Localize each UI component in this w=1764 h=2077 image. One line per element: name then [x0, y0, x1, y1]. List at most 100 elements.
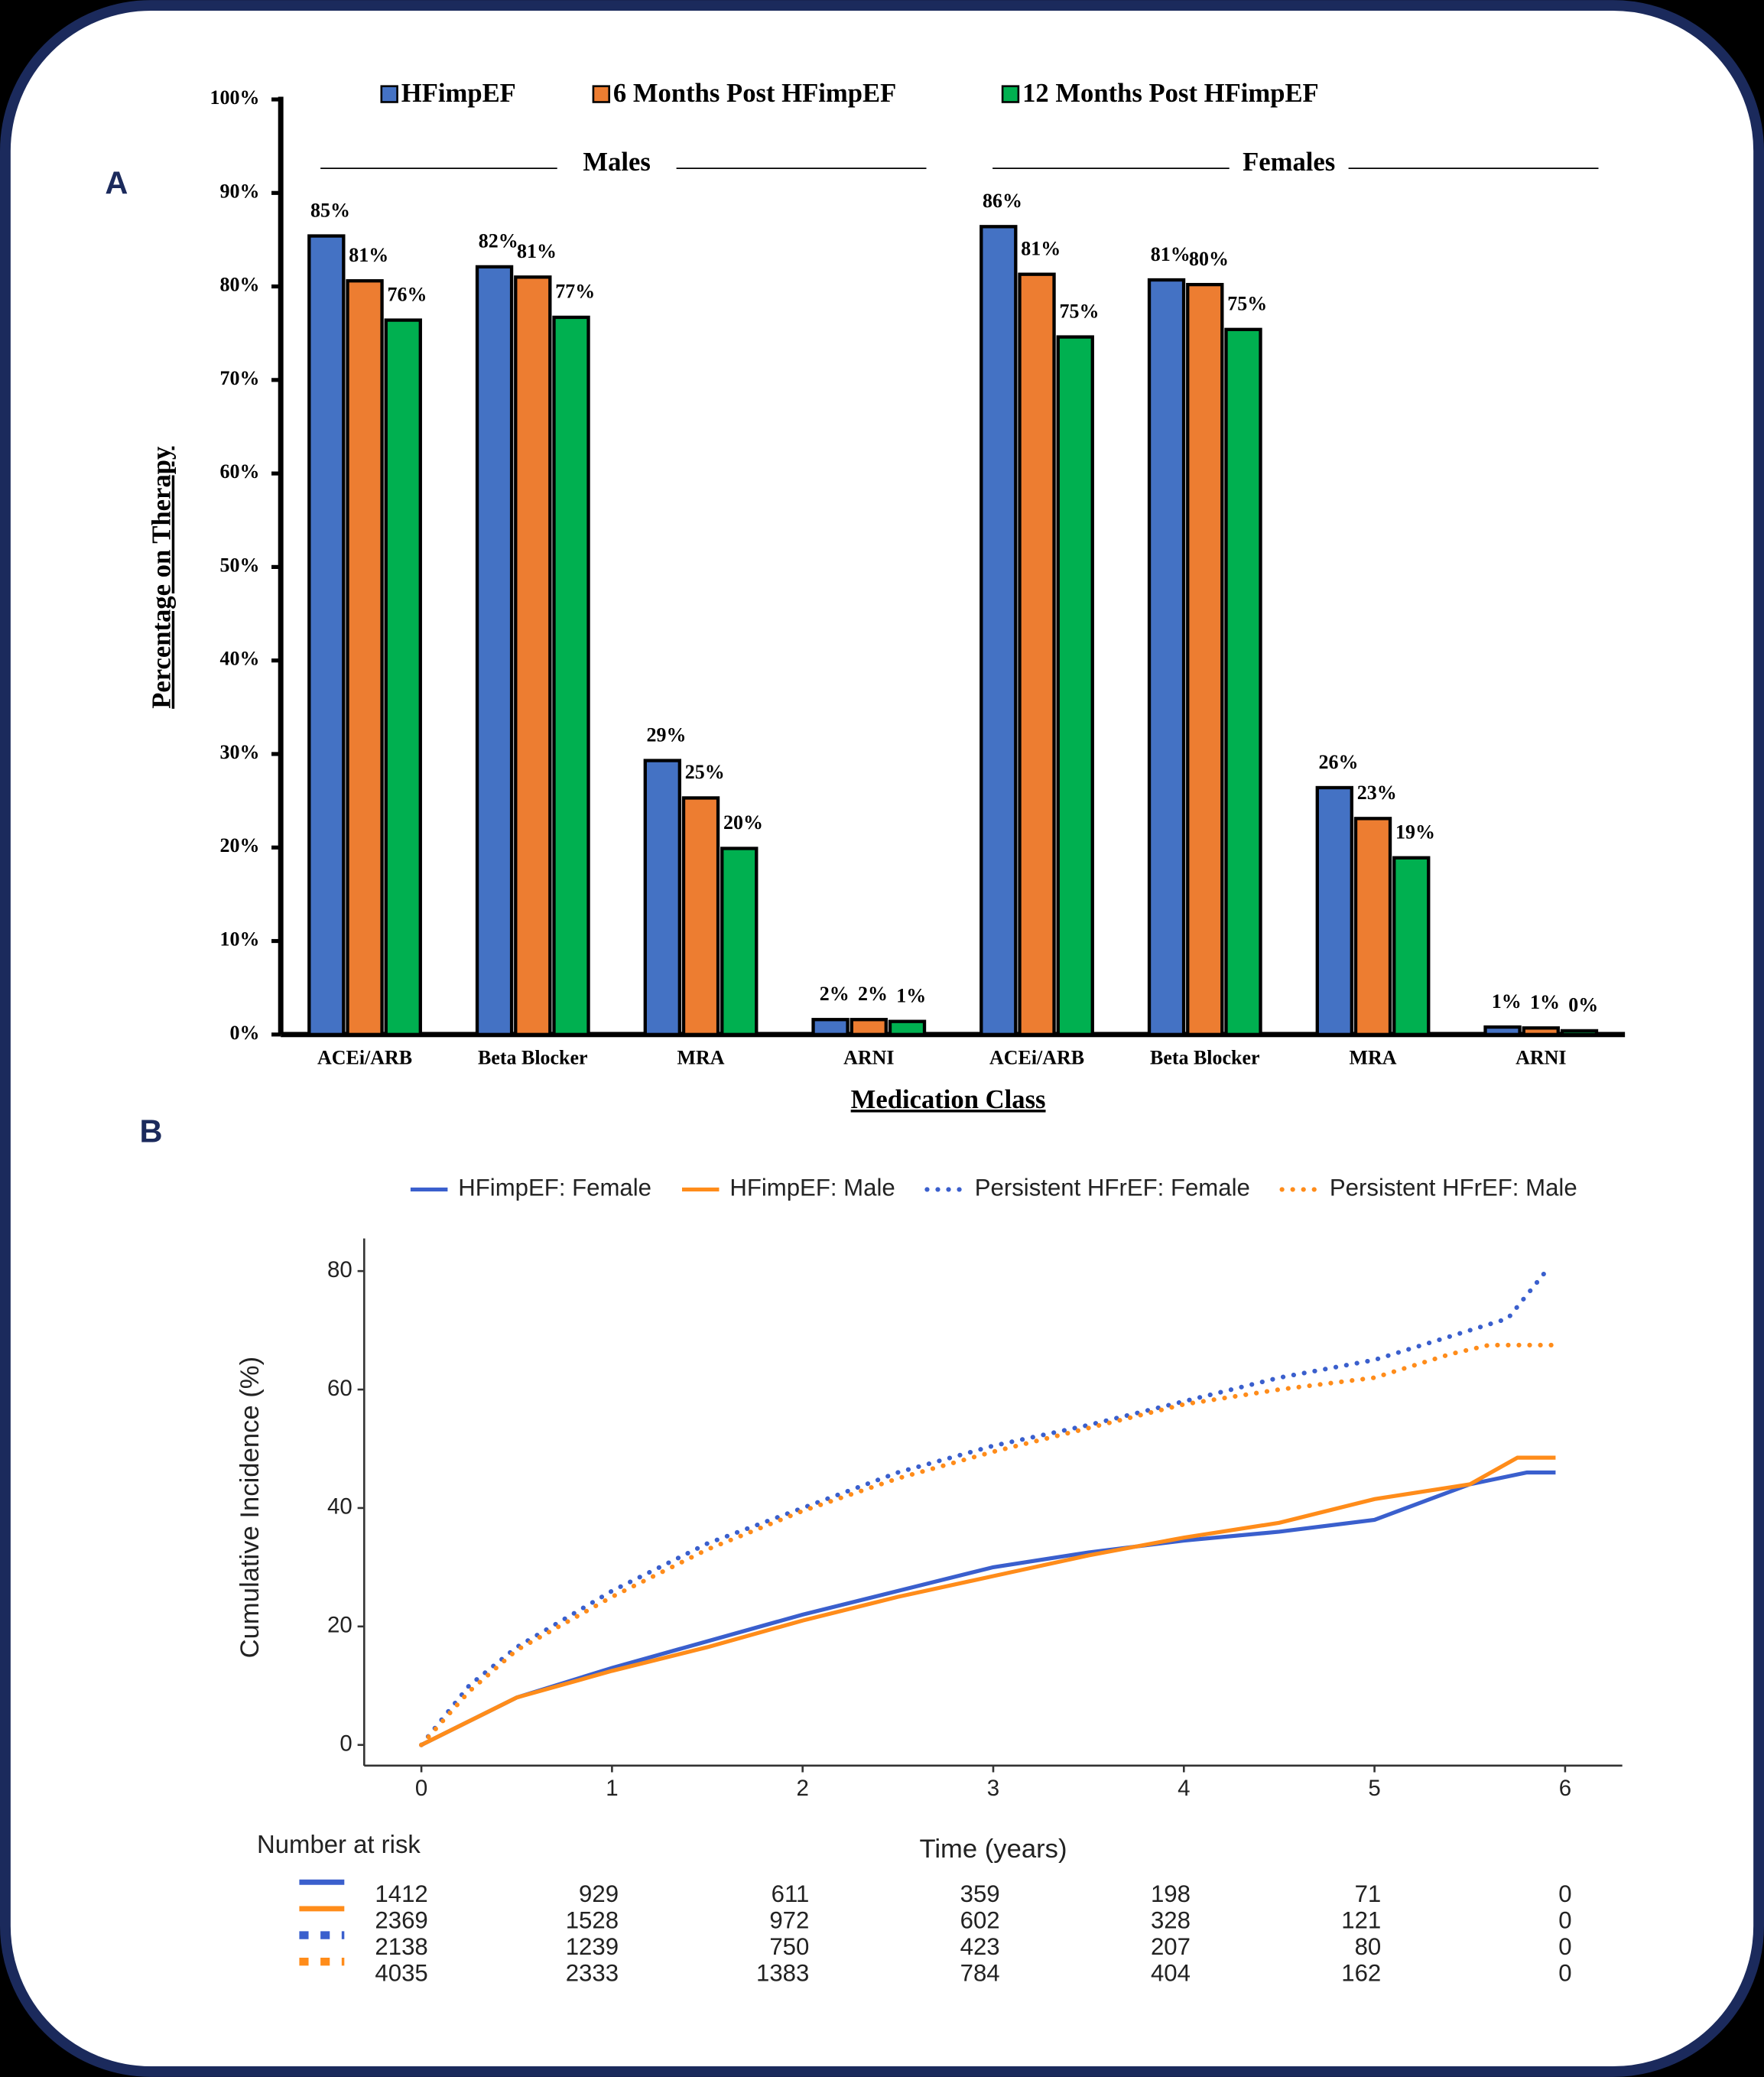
risk-count: 0: [1558, 1906, 1571, 1933]
value-label: 2%: [858, 983, 888, 1005]
value-label: 1%: [896, 984, 926, 1006]
bar: [1224, 327, 1262, 1036]
risk-count: 423: [960, 1933, 1000, 1960]
risk-count: 750: [769, 1933, 809, 1960]
bar: [850, 1018, 888, 1036]
risk-count: 0: [1558, 1933, 1571, 1960]
x-tick-label: ACEi/ARB: [317, 1047, 412, 1069]
bar: [720, 847, 759, 1036]
legend-label: 6 Months Post HFimpEF: [613, 79, 896, 108]
risk-count: 71: [1355, 1880, 1382, 1907]
value-label: 25%: [685, 761, 725, 783]
value-label: 1%: [1530, 991, 1560, 1013]
value-label: 80%: [1189, 248, 1229, 270]
group-label: Males: [583, 148, 650, 177]
risk-count: 1528: [566, 1906, 619, 1933]
value-label: 82%: [479, 230, 518, 252]
y-tick-label: 0%: [230, 1022, 260, 1044]
group-label: Females: [1243, 148, 1335, 177]
series-line: [420, 1470, 1556, 1747]
value-label: 26%: [1319, 751, 1359, 773]
y-tick-label: 90%: [220, 180, 260, 202]
bar: [1353, 817, 1392, 1036]
x-tick-label: Beta Blocker: [478, 1047, 588, 1069]
risk-count: 404: [1151, 1960, 1191, 1987]
bar: [552, 315, 590, 1036]
x-tick-label: 4: [1178, 1776, 1190, 1801]
y-tick-label: 10%: [220, 928, 260, 950]
risk-count: 162: [1341, 1960, 1381, 1987]
y-tick-label: 40%: [220, 648, 260, 670]
risk-count: 602: [960, 1906, 1000, 1933]
x-tick-label: Beta Blocker: [1150, 1047, 1260, 1069]
x-tick-label: 2: [796, 1776, 808, 1801]
bar: [1147, 278, 1186, 1036]
value-label: 85%: [310, 199, 350, 221]
legend-label: HFimpEF: [401, 79, 516, 108]
value-label: 2%: [820, 983, 850, 1005]
bar: [384, 318, 422, 1036]
bar: [514, 275, 552, 1036]
y-axis-title: Cumulative Incidence (%): [236, 1357, 265, 1659]
bar: [1560, 1029, 1599, 1036]
x-tick-label: MRA: [1350, 1047, 1397, 1069]
x-tick-label: 0: [415, 1776, 427, 1801]
y-tick-label: 20%: [220, 834, 260, 856]
legend-swatch: [380, 85, 398, 103]
bar: [1392, 856, 1431, 1036]
bar: [475, 265, 514, 1036]
value-label: 19%: [1395, 821, 1435, 843]
risk-count: 972: [769, 1906, 809, 1933]
y-tick-label: 100%: [210, 86, 260, 109]
y-tick-label: 60: [327, 1376, 352, 1401]
risk-count: 611: [772, 1880, 810, 1907]
series-line: [419, 1342, 1558, 1747]
series-line: [419, 1269, 1548, 1747]
risk-count: 1383: [756, 1960, 809, 1987]
legend-swatch: [592, 85, 611, 103]
risk-count: 1412: [375, 1880, 427, 1907]
value-label: 81%: [349, 244, 388, 266]
value-label: 1%: [1492, 990, 1522, 1012]
y-tick-label: 60%: [220, 460, 260, 483]
bar: [811, 1018, 850, 1036]
value-label: 81%: [517, 240, 557, 262]
y-tick-label: 80: [327, 1257, 352, 1282]
y-axis-title: Percentage on Therapy: [148, 447, 177, 709]
risk-count: 0: [1558, 1880, 1571, 1907]
value-label: 23%: [1357, 782, 1397, 804]
x-tick-label: ARNI: [1515, 1047, 1566, 1069]
risk-count: 784: [960, 1960, 1000, 1987]
y-tick-label: 40: [327, 1494, 352, 1520]
value-label: 75%: [1227, 293, 1267, 315]
risk-count: 1239: [566, 1933, 619, 1960]
value-label: 81%: [1021, 237, 1061, 259]
value-label: 76%: [388, 283, 427, 305]
x-tick-label: ARNI: [843, 1047, 894, 1069]
risk-count: 328: [1151, 1906, 1191, 1933]
bar: [979, 225, 1018, 1036]
risk-count: 359: [960, 1880, 1000, 1907]
x-tick-label: 3: [987, 1776, 999, 1801]
y-tick-label: 80%: [220, 274, 260, 296]
risk-count: 4035: [375, 1960, 427, 1987]
y-tick-label: 20: [327, 1613, 352, 1638]
risk-count: 80: [1355, 1933, 1382, 1960]
risk-count: 121: [1341, 1906, 1381, 1933]
risk-count: 929: [579, 1880, 619, 1907]
risk-count: 198: [1151, 1880, 1191, 1907]
value-label: 81%: [1151, 243, 1191, 265]
risk-table-title: Number at risk: [257, 1830, 421, 1858]
risk-count: 2138: [375, 1933, 427, 1960]
legend-label: Persistent HFrEF: Male: [1330, 1175, 1577, 1201]
value-label: 0%: [1568, 994, 1598, 1016]
bar: [643, 759, 681, 1036]
value-label: 20%: [723, 811, 763, 834]
bar: [1186, 282, 1224, 1036]
x-axis-title: Time (years): [919, 1835, 1067, 1864]
series-line: [420, 1455, 1556, 1747]
y-tick-label: 50%: [220, 554, 260, 576]
